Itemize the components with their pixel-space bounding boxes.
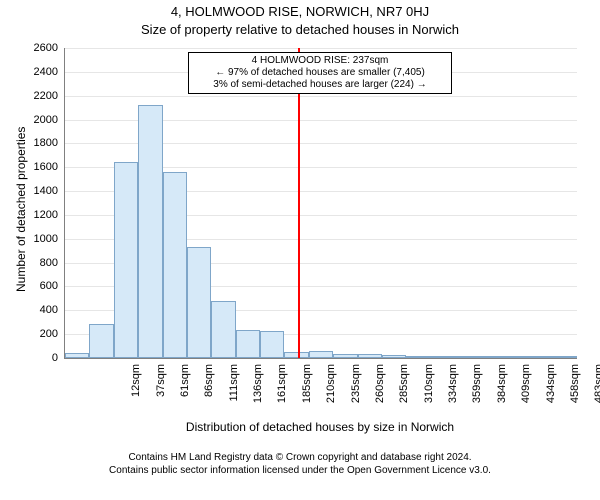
xtick-label: 334sqm (447, 364, 459, 420)
chart-title-line2: Size of property relative to detached ho… (0, 22, 600, 37)
histogram-bar (528, 356, 552, 358)
histogram-bar (455, 356, 479, 358)
ytick-label: 2600 (0, 42, 58, 54)
histogram-bar (504, 356, 528, 358)
histogram-bar (236, 330, 260, 358)
xtick-label: 37sqm (155, 364, 167, 420)
ytick-label: 200 (0, 328, 58, 340)
ytick-label: 400 (0, 304, 58, 316)
xtick-label: 285sqm (398, 364, 410, 420)
ytick-label: 0 (0, 352, 58, 364)
ytick-label: 2400 (0, 66, 58, 78)
histogram-bar (163, 172, 187, 358)
histogram-bar (89, 324, 113, 358)
ytick-label: 1800 (0, 137, 58, 149)
xtick-label: 434sqm (545, 364, 557, 420)
histogram-bar (187, 247, 211, 358)
annotation-line: ← 97% of detached houses are smaller (7,… (193, 67, 447, 79)
gridline-h (65, 96, 577, 97)
annotation-box: 4 HOLMWOOD RISE: 237sqm← 97% of detached… (188, 52, 452, 94)
xtick-label: 161sqm (276, 364, 288, 420)
histogram-bar (65, 353, 89, 358)
histogram-bar (284, 352, 308, 358)
histogram-bar (114, 162, 138, 358)
ytick-label: 2000 (0, 114, 58, 126)
annotation-line: 3% of semi-detached houses are larger (2… (193, 79, 447, 91)
histogram-bar (431, 356, 455, 358)
ytick-label: 1200 (0, 209, 58, 221)
xtick-label: 260sqm (374, 364, 386, 420)
xtick-label: 384sqm (496, 364, 508, 420)
histogram-bar (553, 356, 577, 358)
xtick-label: 111sqm (228, 364, 240, 420)
xtick-label: 12sqm (130, 364, 142, 420)
reference-line (298, 48, 300, 358)
footer-line-2: Contains public sector information licen… (0, 465, 600, 478)
ytick-label: 1600 (0, 161, 58, 173)
histogram-bar (479, 356, 503, 358)
xtick-label: 235sqm (350, 364, 362, 420)
x-axis-label: Distribution of detached houses by size … (64, 420, 576, 434)
xtick-label: 61sqm (179, 364, 191, 420)
footer-attribution: Contains HM Land Registry data © Crown c… (0, 452, 600, 477)
histogram-bar (406, 356, 430, 358)
xtick-label: 136sqm (252, 364, 264, 420)
xtick-label: 483sqm (593, 364, 600, 420)
xtick-label: 409sqm (520, 364, 532, 420)
xtick-label: 310sqm (423, 364, 435, 420)
histogram-bar (309, 351, 333, 358)
ytick-label: 1400 (0, 185, 58, 197)
gridline-h (65, 48, 577, 49)
chart-container: 4, HOLMWOOD RISE, NORWICH, NR7 0HJ Size … (0, 0, 600, 500)
histogram-bar (260, 331, 284, 358)
chart-title-line1: 4, HOLMWOOD RISE, NORWICH, NR7 0HJ (0, 4, 600, 19)
histogram-bar (211, 301, 235, 358)
histogram-bar (138, 105, 162, 358)
footer-line-1: Contains HM Land Registry data © Crown c… (0, 452, 600, 465)
histogram-bar (358, 354, 382, 358)
ytick-label: 600 (0, 280, 58, 292)
histogram-bar (333, 354, 357, 358)
xtick-label: 359sqm (471, 364, 483, 420)
xtick-label: 185sqm (301, 364, 313, 420)
ytick-label: 800 (0, 257, 58, 269)
xtick-label: 458sqm (569, 364, 581, 420)
ytick-label: 1000 (0, 233, 58, 245)
annotation-line: 4 HOLMWOOD RISE: 237sqm (193, 55, 447, 67)
xtick-label: 86sqm (203, 364, 215, 420)
histogram-bar (382, 355, 406, 358)
xtick-label: 210sqm (325, 364, 337, 420)
plot-area (64, 48, 577, 359)
ytick-label: 2200 (0, 90, 58, 102)
